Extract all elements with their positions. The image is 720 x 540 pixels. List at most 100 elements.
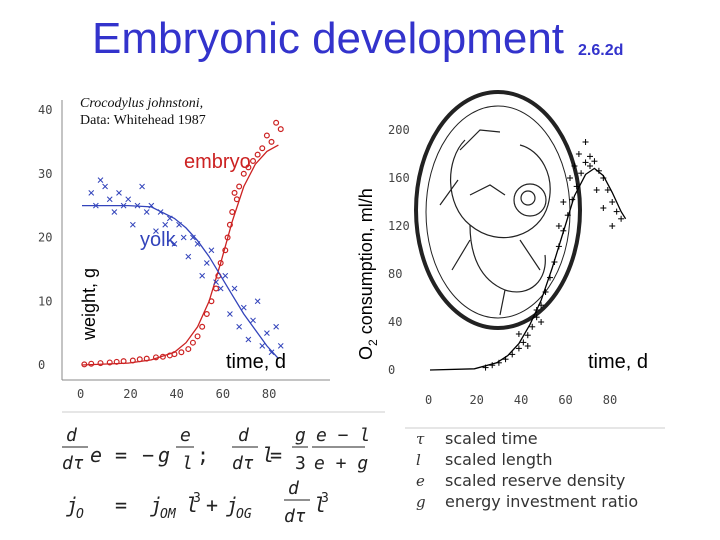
svg-text:j: j	[66, 493, 78, 517]
oxygen-o2-data-point	[609, 199, 616, 205]
weight-embryo-point	[250, 158, 257, 165]
oxygen-o2-data-point	[613, 208, 620, 215]
svg-text:e + g: e + g	[314, 453, 368, 474]
weight-yolk-point	[236, 323, 243, 330]
legend-symbol: l	[416, 451, 421, 469]
oxygen-o2-data-point	[524, 332, 531, 339]
svg-text:j: j	[150, 493, 162, 517]
weight-yolk-point	[129, 221, 136, 228]
weight-embryo-point	[194, 333, 201, 340]
weight-embryo-point	[254, 151, 261, 158]
svg-text:e: e	[90, 443, 102, 467]
weight-chart-frame	[61, 100, 330, 381]
oxygen-o2-data-point	[575, 151, 582, 157]
weight-yolk-point	[273, 323, 279, 330]
weight-yolk-point	[222, 272, 229, 279]
weight-yolk-point	[217, 285, 224, 292]
oxygen-o2-data-point	[618, 215, 625, 222]
weight-y-ticks: 0 10 20 30 40	[38, 103, 52, 372]
weight-embryo-point	[189, 339, 196, 346]
slide-title: Embryonic development	[92, 14, 565, 63]
oxygen-o2-data-point	[587, 153, 593, 160]
weight-yolk-point	[203, 260, 210, 266]
oxygen-o2-fit-line	[429, 167, 627, 371]
weight-y-tick-label: 20	[38, 231, 52, 245]
svg-text:dτ: dτ	[232, 453, 254, 474]
weight-yolk-point	[231, 285, 238, 292]
oxygen-y-tick-label: 160	[388, 171, 410, 185]
svg-text:e − l: e − l	[316, 425, 370, 446]
oxygen-o2-data-point	[604, 187, 611, 193]
svg-text:;: ;	[197, 443, 209, 467]
svg-text:d: d	[288, 478, 300, 499]
embryo-annotation: embryo	[184, 151, 251, 173]
weight-yolk-point	[111, 209, 118, 215]
oxygen-y-ticks: 0 40 80 120 160 200	[388, 123, 410, 377]
weight-x-tick-label: 80	[262, 387, 276, 401]
oxygen-o2-data-point	[609, 223, 616, 229]
oxygen-o2-data-point	[587, 163, 593, 169]
svg-text:3: 3	[295, 453, 306, 474]
weight-yolk-point	[199, 272, 206, 279]
oxygen-y-tick-label: 80	[388, 267, 402, 281]
svg-text:d: d	[66, 425, 78, 446]
weight-x-label: time, d	[226, 351, 286, 373]
svg-text:dτ: dτ	[62, 453, 84, 474]
species-label: Crocodylus johnstoni,	[80, 96, 204, 111]
svg-text:=: =	[115, 493, 127, 517]
weight-yolk-point	[213, 279, 219, 285]
weight-embryo-point	[178, 349, 185, 356]
svg-text:j: j	[226, 493, 238, 517]
weight-yolk-point	[180, 234, 187, 241]
oxygen-o2-data-point	[582, 159, 589, 166]
svg-text:O: O	[76, 507, 84, 522]
weight-y-tick-label: 40	[38, 103, 52, 117]
weight-x-tick-label: 20	[123, 387, 137, 401]
oxygen-x-label: time, d	[588, 351, 648, 373]
weight-embryo-point	[240, 170, 247, 177]
weight-embryo-point	[226, 221, 233, 228]
weight-embryo-point	[217, 260, 224, 267]
weight-x-tick-label: 60	[216, 387, 230, 401]
legend-text: scaled reserve density	[445, 471, 625, 490]
weight-x-ticks: 0 20 40 60 80	[77, 387, 276, 401]
svg-text:g: g	[295, 425, 306, 446]
svg-text:l: l	[186, 493, 198, 517]
weight-yolk-point	[88, 190, 95, 196]
oxygen-y-tick-label: 200	[388, 123, 410, 137]
weight-y-tick-label: 0	[38, 358, 45, 372]
weight-yolk-point	[245, 336, 252, 343]
svg-text:e: e	[180, 425, 191, 446]
oxygen-o2-data-point	[515, 331, 522, 337]
weight-embryo-point	[268, 138, 275, 145]
weight-embryo-point	[236, 183, 243, 190]
svg-text:+: +	[206, 493, 218, 517]
svg-text:=: =	[270, 443, 282, 467]
weight-y-tick-label: 30	[38, 167, 52, 181]
oxygen-o2-data-point	[509, 351, 516, 358]
weight-yolk-fit-line	[82, 204, 279, 360]
weight-yolk-point	[116, 190, 122, 196]
weight-yolk-point	[268, 349, 275, 356]
oxygen-o2-data-point	[524, 343, 531, 349]
embryo-illustration-icon	[414, 90, 582, 330]
weight-yolk-point	[190, 234, 196, 241]
oxygen-o2-data-point	[560, 199, 567, 205]
legend-row: τ scaled time	[416, 429, 538, 448]
weight-embryo-point	[106, 359, 113, 366]
weight-y-tick-label: 10	[38, 294, 52, 308]
legend-text: scaled length	[445, 450, 552, 469]
weight-series	[81, 119, 284, 368]
weight-embryo-point	[245, 164, 252, 171]
oxygen-x-ticks: 0 20 40 60 80	[425, 393, 617, 407]
weight-yolk-point	[277, 343, 284, 349]
oxygen-o2-data-point	[591, 158, 598, 165]
svg-text:l: l	[314, 493, 326, 517]
weight-x-tick-label: 0	[77, 387, 84, 401]
oxygen-o2-data-point	[529, 323, 536, 330]
weight-embryo-point	[97, 360, 104, 367]
oxygen-o2-data-point	[571, 163, 578, 169]
weight-embryo-point	[273, 119, 280, 126]
